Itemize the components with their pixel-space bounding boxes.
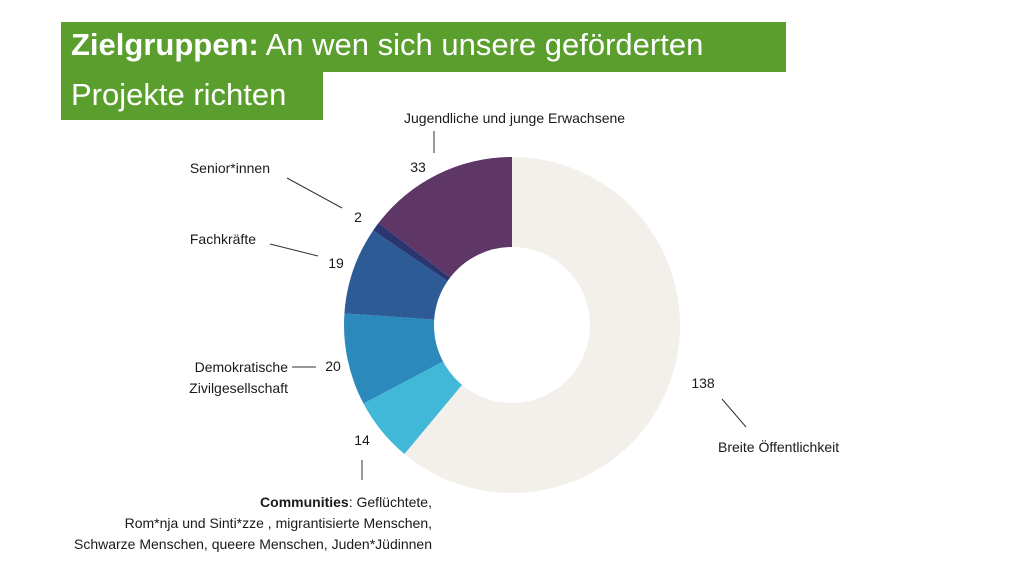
value-label-fach: 19 <box>328 255 344 271</box>
donut-slice-senior <box>373 222 451 282</box>
category-label-communities-bold: Communities <box>260 494 349 510</box>
category-label-communities-line-1: Communities: Geflüchtete, <box>260 494 432 510</box>
category-label-communities-rest: : Geflüchtete, <box>349 494 432 510</box>
donut-slice-communities <box>363 361 463 455</box>
category-label-communities-line-2: Rom*nja und Sinti*zze , migrantisierte M… <box>125 515 432 531</box>
chart-title-line-1: Zielgruppen: An wen sich unsere geförder… <box>61 22 786 72</box>
value-label-senior: 2 <box>354 209 362 225</box>
value-label-jugend: 33 <box>410 159 426 175</box>
value-label-demo: 20 <box>325 358 341 374</box>
category-label-jugend: Jugendliche und junge Erwachsene <box>404 110 625 126</box>
donut-slice-breite <box>404 157 680 493</box>
chart-title-line-2: Projekte richten <box>61 72 323 120</box>
donut-slices <box>344 157 680 493</box>
donut-slice-fach <box>344 230 448 320</box>
donut-slice-jugend <box>378 157 512 278</box>
chart-title-text: An wen sich unsere geförderten <box>258 27 704 62</box>
leader-line-breite <box>721 398 747 428</box>
category-label-fach: Fachkräfte <box>190 231 256 247</box>
category-label-senior: Senior*innen <box>190 160 270 176</box>
category-label-breite: Breite Öffentlichkeit <box>718 438 839 455</box>
category-label-demo-line-2: Zivilgesellschaft <box>189 380 288 396</box>
donut-slice-demo <box>344 313 444 404</box>
leader-line-senior <box>286 177 343 209</box>
chart-title-bold: Zielgruppen: <box>71 27 259 62</box>
category-label-demo-line-1: Demokratische <box>195 359 289 375</box>
category-label-communities-line-3: Schwarze Menschen, queere Menschen, Jude… <box>74 536 432 552</box>
leader-line-fach <box>269 243 319 257</box>
chart-title-text-2: Projekte richten <box>71 77 287 112</box>
value-label-communities: 14 <box>354 432 370 448</box>
value-label-breite: 138 <box>691 375 715 391</box>
